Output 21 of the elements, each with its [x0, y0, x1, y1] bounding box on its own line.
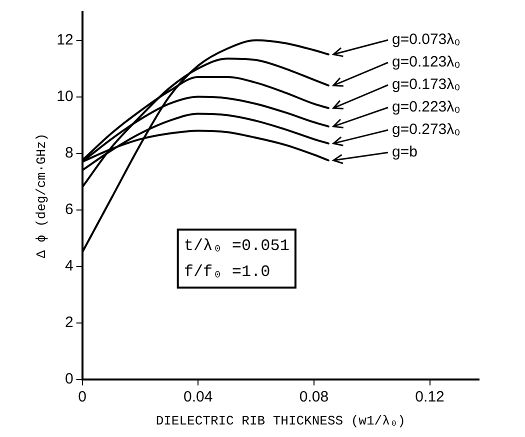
text: g=0.173λ₀	[392, 76, 460, 94]
x-tick-label: 0.04	[184, 388, 213, 406]
annotation: f/f₀ =1.0	[184, 262, 270, 281]
y-axis-title: Δ ϕ (deg/cm·GHz)	[34, 133, 50, 258]
annotation: t/λ₀ =0.051	[184, 236, 290, 255]
x-tick-label: 0.08	[299, 388, 329, 406]
legend-label: g=0.273λ₀	[392, 121, 460, 138]
x-axis-title: DIELECTRIC RIB THICKNESS (w1/λ₀)	[156, 414, 406, 429]
legend-label: g=b	[392, 144, 418, 161]
y-tick-label: 10	[56, 88, 74, 105]
y-tick-label: 4	[64, 257, 74, 274]
legend-label: g=0.223λ₀	[392, 98, 460, 116]
y-tick-label: 6	[64, 200, 74, 218]
x-tick-label: 0	[78, 388, 86, 406]
y-tick-label: 0	[64, 370, 74, 388]
legend-label: g=0.073λ₀	[392, 31, 460, 48]
y-tick-label: 2	[64, 314, 74, 332]
y-tick-label: 8	[64, 144, 74, 162]
text: g=0.123λ₀	[392, 54, 460, 71]
x-tick-label: 0.12	[415, 388, 444, 406]
y-tick-label: 12	[56, 31, 74, 48]
